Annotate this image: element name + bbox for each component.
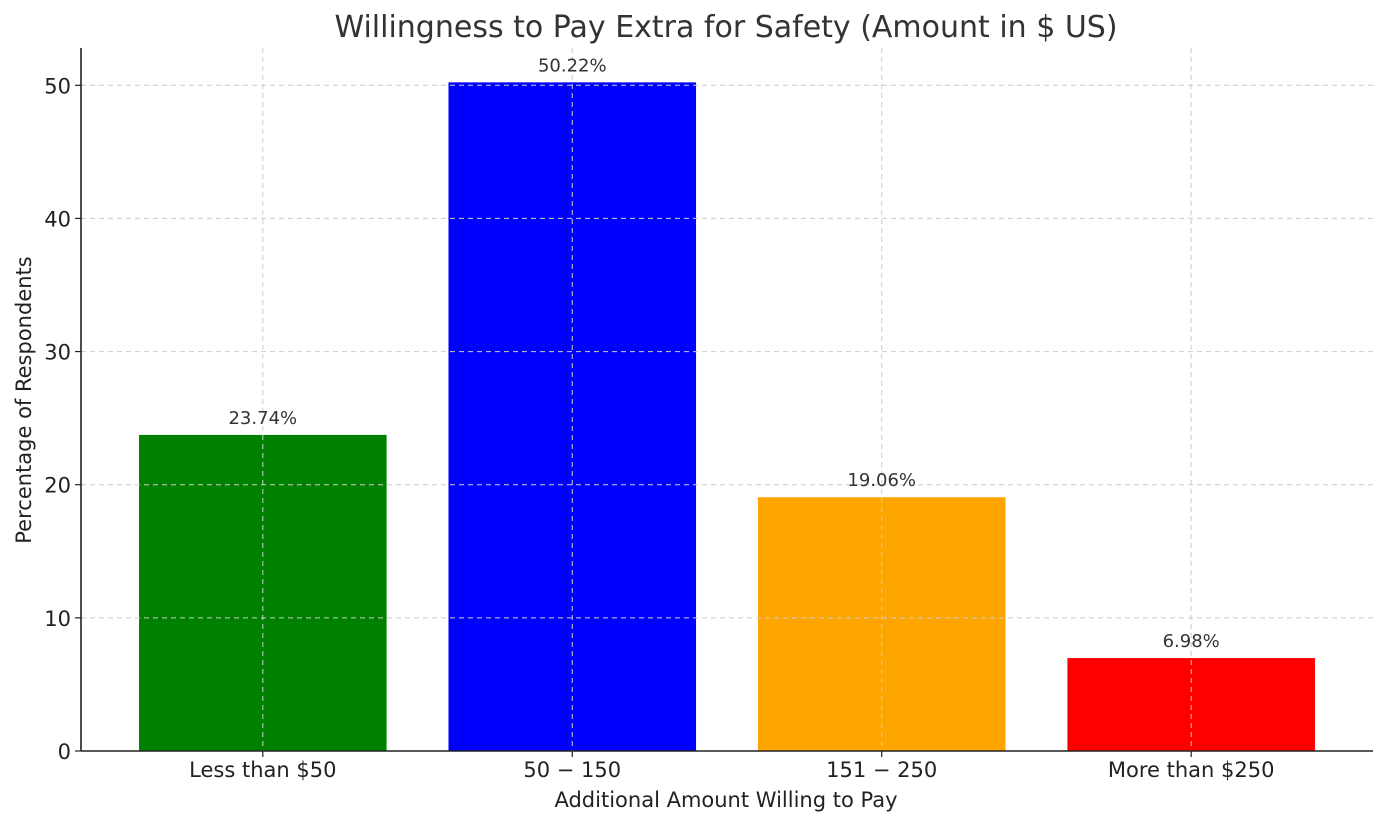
x-tick-label-2: 151 − 250 [826,758,937,782]
y-tick-label-5: 50 [44,74,71,98]
chart-title: Willingness to Pay Extra for Safety (Amo… [334,10,1117,45]
y-tick-label-3: 30 [44,341,71,365]
x-axis-label: Additional Amount Willing to Pay [554,788,897,812]
data-label-3: 6.98% [1163,631,1220,652]
data-label-1: 50.22% [538,55,607,76]
bar-1 [448,82,697,751]
y-tick-label-4: 40 [44,207,71,231]
bars [139,82,1315,751]
data-label-0: 23.74% [228,408,297,429]
y-tick-label-0: 0 [58,740,71,764]
y-axis-label: Percentage of Respondents [12,256,36,543]
x-tick-label-0: Less than $50 [189,758,336,782]
grid [81,48,1373,752]
x-tick-label-3: More than $250 [1108,758,1275,782]
x-tick-label-1: 50 − 150 [523,758,621,782]
axes [75,48,1373,757]
labels: Willingness to Pay Extra for Safety (Amo… [12,10,1274,812]
y-tick-label-2: 20 [44,474,71,498]
y-tick-label-1: 10 [44,607,71,631]
data-label-2: 19.06% [847,470,916,491]
